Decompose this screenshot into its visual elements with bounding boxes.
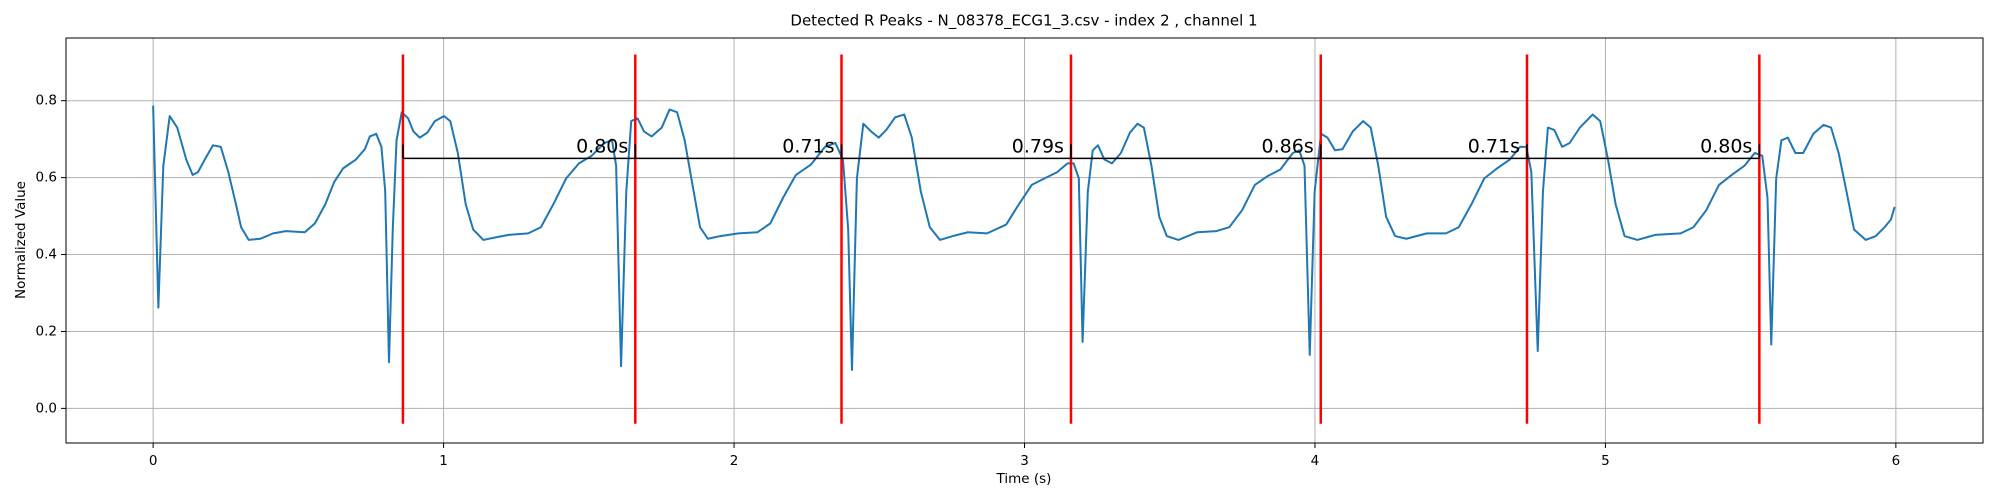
y-tick-label: 0.0: [36, 400, 57, 416]
interval-label: 0.79s: [1012, 135, 1064, 157]
interval-label: 0.80s: [576, 135, 628, 157]
y-tick-label: 0.4: [36, 247, 57, 263]
x-tick-label: 4: [1311, 453, 1320, 469]
plot-frame: [65, 37, 1984, 444]
interval-label: 0.71s: [1468, 135, 1520, 157]
y-tick-label: 0.2: [36, 323, 57, 339]
interval-label: 0.86s: [1262, 135, 1314, 157]
x-tick-label: 2: [730, 453, 739, 469]
x-tick-label: 5: [1601, 453, 1610, 469]
x-tick-label: 6: [1892, 453, 1901, 469]
interval-label: 0.80s: [1700, 135, 1752, 157]
x-tick-label: 3: [1020, 453, 1029, 469]
x-tick-label: 1: [439, 453, 448, 469]
x-tick-label: 0: [149, 453, 158, 469]
y-tick-label: 0.8: [36, 93, 57, 109]
x-axis-label: Time (s): [996, 471, 1052, 487]
interval-label: 0.71s: [782, 135, 834, 157]
y-axis-label: Normalized Value: [13, 181, 29, 299]
y-tick-label: 0.6: [36, 170, 57, 186]
signal-line: [152, 105, 1896, 371]
chart-title: Detected R Peaks - N_08378_ECG1_3.csv - …: [790, 12, 1257, 31]
